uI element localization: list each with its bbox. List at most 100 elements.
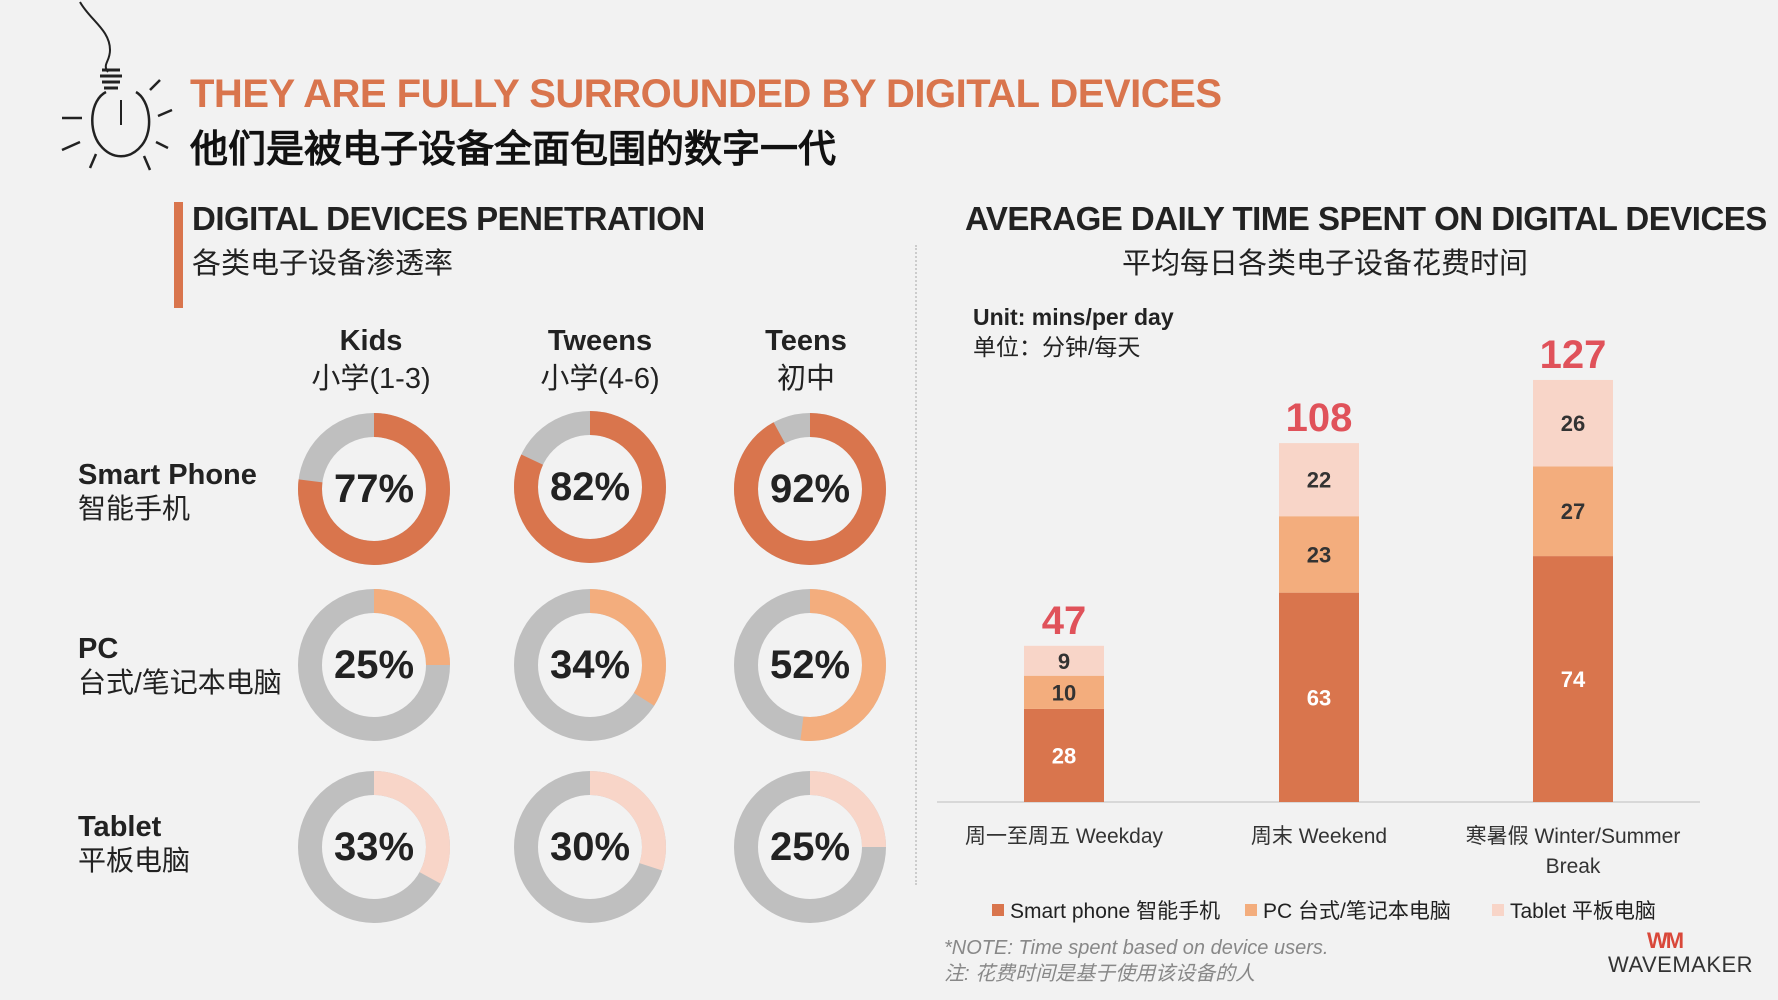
- donut-chart: 33%: [297, 770, 451, 924]
- donut-value-arc: [734, 413, 886, 565]
- donut-ring: [734, 771, 886, 923]
- bar-value-label: 9: [1058, 649, 1070, 674]
- device-label-cn: 平板电脑: [78, 845, 191, 876]
- donut-value-arc: [734, 771, 886, 923]
- bar-total-label: 47: [1042, 599, 1087, 643]
- donut-chart: 77%: [297, 412, 451, 566]
- donut-chart: 25%: [297, 588, 451, 742]
- wavemaker-logo-text: WAVEMAKER: [1608, 952, 1754, 977]
- bar-segment: [1024, 675, 1104, 709]
- section-divider: [915, 245, 917, 885]
- legend-item-tablet: Tablet 平板电脑: [1492, 895, 1656, 925]
- wavemaker-logo-icon: WM: [1647, 928, 1684, 953]
- bar-value-label: 74: [1561, 667, 1586, 692]
- donut-value-arc: [298, 413, 450, 565]
- device-row-tablet: Tablet 平板电脑: [78, 810, 190, 878]
- donut-ring: [514, 589, 666, 741]
- bar-value-label: 28: [1052, 743, 1076, 768]
- unit-label: Unit: mins/per day 单位：分钟/每天: [973, 302, 1174, 362]
- device-row-smart-phone: Smart Phone 智能手机: [78, 458, 257, 526]
- group-label-en: Teens: [765, 325, 847, 357]
- donut-ring: [298, 589, 450, 741]
- stacked-bar-chart: 28 10 9 47 周一至周五 Weekday 63 23 22 108 周末 Weekend 7…: [937, 333, 1700, 878]
- group-header-kids: Kids 小学(1-3): [281, 322, 461, 398]
- light-bulb-icon: [61, 1, 173, 171]
- donut-value: 30%: [549, 824, 631, 869]
- bar-value-label: 26: [1561, 411, 1585, 436]
- group-label-en: Tweens: [547, 325, 653, 357]
- donut-value-arc: [298, 771, 450, 923]
- bar-segment: [1024, 645, 1104, 676]
- footnote-cn: 注: 花费时间是基于使用该设备的人: [944, 963, 1256, 985]
- penetration-title-en: DIGITAL DEVICES PENETRATION: [192, 200, 705, 237]
- group-label-cn: 小学(1-3): [311, 363, 431, 395]
- donut-chart: 92%: [733, 412, 887, 566]
- footnote-en: *NOTE: Time spent based on device users.: [944, 937, 1329, 959]
- donut-chart: 25%: [733, 770, 887, 924]
- bar-value-label: 27: [1561, 499, 1585, 524]
- donut-ring: [734, 589, 886, 741]
- group-header-tweens: Tweens 小学(4-6): [510, 322, 690, 398]
- group-label-cn: 小学(4-6): [540, 363, 660, 395]
- donut-value: 82%: [549, 464, 631, 509]
- device-label-cn: 智能手机: [78, 493, 191, 524]
- donut-value-arc: [298, 589, 450, 741]
- donut-value-arc: [514, 771, 666, 923]
- donut-value: 77%: [333, 466, 415, 511]
- donut-value: 52%: [769, 642, 851, 687]
- page-title-en: THEY ARE FULLY SURROUNDED BY DIGITAL DEV…: [190, 72, 1222, 116]
- donut-value-arc: [514, 589, 666, 741]
- bar-value-label: 22: [1307, 468, 1331, 493]
- donut-ring: [734, 413, 886, 565]
- donut-ring: [298, 771, 450, 923]
- group-label-cn: 初中: [776, 363, 835, 395]
- x-tick-label: 周末 Weekend: [1251, 825, 1387, 848]
- donut-chart: 52%: [733, 588, 887, 742]
- device-label-en: Tablet: [78, 811, 162, 843]
- legend-swatch: [1245, 904, 1257, 916]
- legend-label: PC 台式/笔记本电脑: [1263, 900, 1451, 923]
- donut-value-arc: [514, 411, 666, 563]
- bar-segment: [1533, 379, 1613, 467]
- device-label-cn: 台式/笔记本电脑: [78, 667, 282, 698]
- legend-label: Tablet 平板电脑: [1510, 900, 1656, 923]
- donut-ring: [298, 413, 450, 565]
- donut-value: 34%: [549, 642, 631, 687]
- unit-label-cn: 单位：分钟/每天: [973, 334, 1141, 360]
- bar-segment: [1024, 708, 1104, 802]
- bar-value-label: 63: [1307, 685, 1331, 710]
- x-tick-label: Break: [1546, 855, 1601, 878]
- legend-swatch: [992, 904, 1004, 916]
- legend-swatch: [1492, 904, 1504, 916]
- time-chart-title-en: AVERAGE DAILY TIME SPENT ON DIGITAL DEVI…: [965, 200, 1767, 237]
- bar-value-label: 23: [1307, 542, 1331, 567]
- footnote: *NOTE: Time spent based on device users.…: [944, 935, 1328, 987]
- x-tick-label: 寒暑假 Winter/Summer: [1466, 825, 1681, 848]
- device-label-en: PC: [78, 633, 119, 665]
- page-title-cn: 他们是被电子设备全面包围的数字一代: [190, 129, 837, 171]
- x-tick-label: 周一至周五 Weekday: [965, 825, 1163, 848]
- donut-chart: 30%: [513, 770, 667, 924]
- bar-segment: [1279, 516, 1359, 593]
- legend-item-pc: PC 台式/笔记本电脑: [1245, 895, 1451, 925]
- penetration-title-cn: 各类电子设备渗透率: [192, 248, 454, 280]
- device-label-en: Smart Phone: [78, 459, 257, 491]
- donut-value: 25%: [333, 642, 415, 687]
- legend-item-smart-phone: Smart phone 智能手机: [992, 895, 1220, 925]
- legend-label: Smart phone 智能手机: [1010, 900, 1221, 923]
- donut-chart: 82%: [513, 410, 667, 564]
- donut-value-arc: [734, 589, 886, 741]
- section-accent-bar: [174, 202, 183, 308]
- bar-segment: [1533, 556, 1613, 802]
- unit-label-en: Unit: mins/per day: [973, 304, 1174, 330]
- bar-segment: [1533, 466, 1613, 557]
- time-chart-title-cn: 平均每日各类电子设备花费时间: [1121, 248, 1528, 280]
- donut-chart: 34%: [513, 588, 667, 742]
- donut-ring: [514, 411, 666, 563]
- bar-value-label: 10: [1052, 680, 1076, 705]
- donut-value: 25%: [769, 824, 851, 869]
- donut-value: 92%: [769, 466, 851, 511]
- bar-total-label: 127: [1540, 333, 1607, 377]
- donut-ring: [514, 771, 666, 923]
- bar-segment: [1279, 592, 1359, 802]
